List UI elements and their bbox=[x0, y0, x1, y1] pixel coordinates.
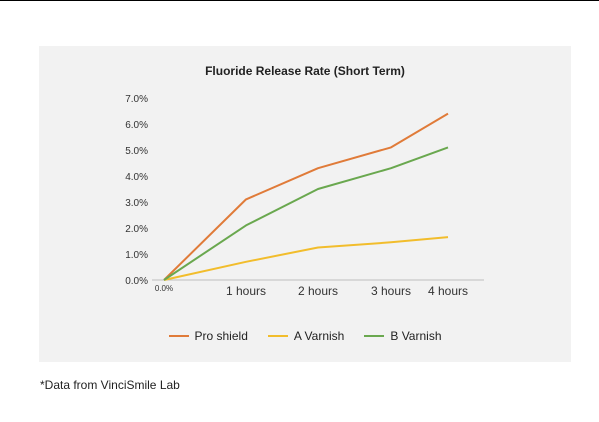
y-tick-label: 2.0% bbox=[125, 224, 148, 235]
x-tick-label: 2 hours bbox=[298, 284, 338, 298]
legend-item: Pro shield bbox=[168, 329, 248, 343]
y-tick-label: 7.0% bbox=[125, 94, 148, 105]
series-line-a-varnish bbox=[163, 236, 449, 281]
y-tick-label: 3.0% bbox=[125, 198, 148, 209]
x-tick-label: 1 hours bbox=[226, 284, 266, 298]
legend-swatch bbox=[364, 335, 385, 337]
chart-legend: Pro shield A Varnish B Varnish bbox=[39, 329, 571, 343]
line-chart: 0.0% 1.0% 2.0% 3.0% 4.0% 5.0% 6.0% 7.0% 0.0% 1 ho… bbox=[125, 94, 484, 298]
chart-panel: Fluoride Release Rate (Short Term) 0.0% 1… bbox=[39, 46, 571, 362]
legend-item: B Varnish bbox=[364, 329, 442, 343]
data-source-footnote: *Data from VinciSmile Lab bbox=[40, 378, 180, 392]
legend-item: A Varnish bbox=[267, 329, 345, 343]
chart-title: Fluoride Release Rate (Short Term) bbox=[205, 64, 405, 78]
top-divider bbox=[0, 0, 599, 1]
series-line-pro-shield bbox=[163, 112, 449, 281]
series-line-b-varnish bbox=[163, 146, 449, 281]
legend-label: B Varnish bbox=[390, 329, 442, 343]
y-tick-label: 1.0% bbox=[125, 250, 148, 261]
legend-label: Pro shield bbox=[194, 329, 248, 343]
y-tick-label: 5.0% bbox=[125, 146, 148, 157]
y-tick-label: 6.0% bbox=[125, 120, 148, 131]
x-tick-label: 4 hours bbox=[428, 284, 468, 298]
legend-label: A Varnish bbox=[293, 329, 345, 343]
y-tick-label: 4.0% bbox=[125, 172, 148, 183]
legend-swatch bbox=[168, 335, 189, 337]
x-tick-label: 3 hours bbox=[371, 284, 411, 298]
x-tick-label: 0.0% bbox=[155, 284, 173, 293]
legend-swatch bbox=[267, 335, 288, 337]
y-tick-label: 0.0% bbox=[125, 276, 148, 287]
